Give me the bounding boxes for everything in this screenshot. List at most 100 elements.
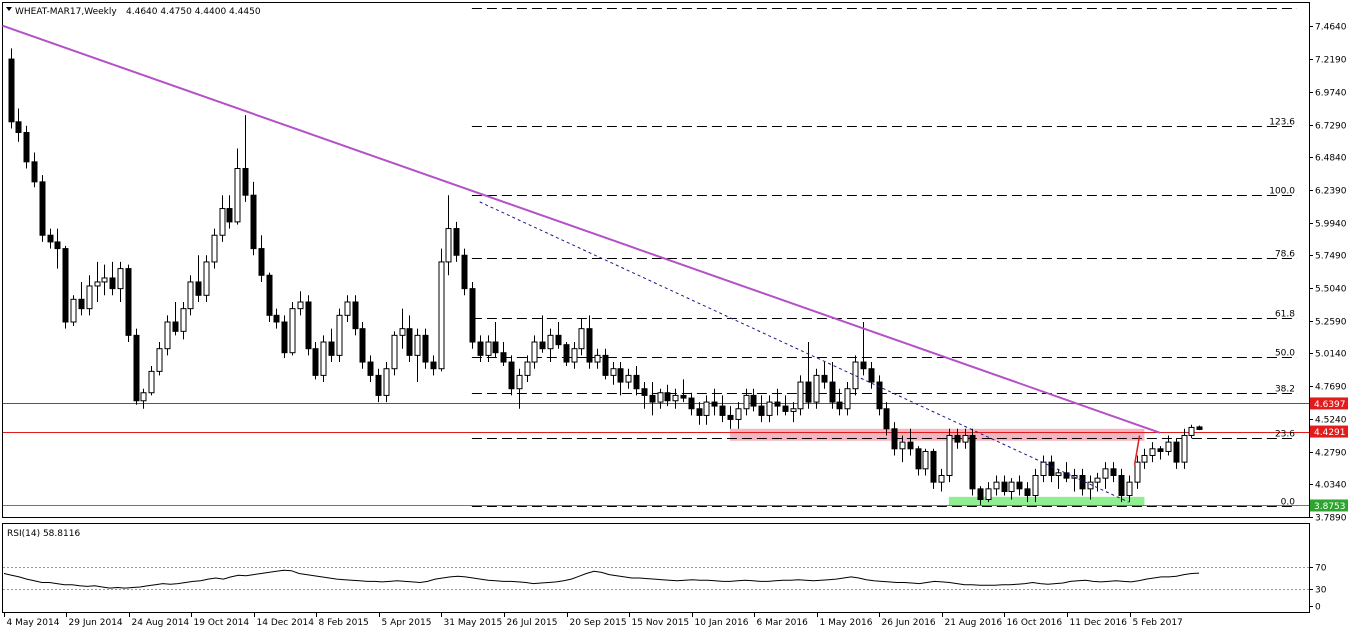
candle-body[interactable]: [297, 301, 304, 310]
candle-body[interactable]: [406, 328, 413, 356]
candle-body[interactable]: [610, 368, 617, 376]
candle-body[interactable]: [23, 131, 30, 163]
candle-body[interactable]: [797, 381, 804, 410]
candle-body[interactable]: [1173, 441, 1180, 463]
candle-body[interactable]: [750, 394, 757, 407]
candle-body[interactable]: [117, 268, 124, 290]
candle-body[interactable]: [899, 441, 906, 450]
candle-body[interactable]: [1134, 461, 1141, 483]
candle-body[interactable]: [156, 348, 163, 372]
candle-body[interactable]: [219, 208, 226, 236]
candle-body[interactable]: [602, 354, 609, 376]
candle-body[interactable]: [758, 405, 765, 416]
candle-body[interactable]: [344, 301, 351, 316]
candle-body[interactable]: [1032, 474, 1039, 497]
candle-body[interactable]: [492, 341, 499, 354]
candle-body[interactable]: [813, 374, 820, 403]
candle-body[interactable]: [258, 248, 265, 276]
candle-body[interactable]: [469, 288, 476, 343]
candle-body[interactable]: [109, 277, 116, 290]
candle-body[interactable]: [430, 361, 437, 370]
candle-body[interactable]: [907, 441, 914, 450]
candle-body[interactable]: [375, 374, 382, 396]
candle-body[interactable]: [1188, 426, 1195, 436]
candle-body[interactable]: [946, 434, 953, 476]
candle-body[interactable]: [1063, 472, 1070, 479]
candle-body[interactable]: [868, 368, 875, 383]
candle-body[interactable]: [938, 474, 945, 483]
candle-body[interactable]: [547, 334, 554, 350]
candle-body[interactable]: [969, 434, 976, 490]
candle-body[interactable]: [336, 314, 343, 356]
candle-body[interactable]: [125, 268, 132, 336]
candle-body[interactable]: [94, 281, 101, 287]
candle-body[interactable]: [993, 481, 1000, 490]
candle-body[interactable]: [485, 341, 492, 356]
candle-body[interactable]: [860, 361, 867, 370]
candle-body[interactable]: [148, 370, 155, 394]
candle-body[interactable]: [844, 388, 851, 410]
triangle-down-icon[interactable]: [6, 7, 12, 11]
candle-body[interactable]: [1110, 468, 1117, 476]
candle-body[interactable]: [711, 401, 718, 407]
candle-body[interactable]: [743, 394, 750, 410]
candle-body[interactable]: [383, 368, 390, 396]
candle-body[interactable]: [1040, 461, 1047, 476]
candle-body[interactable]: [649, 394, 656, 403]
candle-body[interactable]: [399, 328, 406, 336]
candle-body[interactable]: [1079, 474, 1086, 490]
candle-body[interactable]: [657, 392, 664, 403]
candle-body[interactable]: [140, 392, 147, 402]
candle-body[interactable]: [586, 328, 593, 363]
candle-body[interactable]: [1165, 441, 1172, 452]
candle-body[interactable]: [930, 450, 937, 483]
candle-body[interactable]: [78, 298, 85, 310]
candle-body[interactable]: [633, 374, 640, 390]
candle-body[interactable]: [578, 328, 585, 350]
candle-body[interactable]: [195, 281, 202, 296]
candle-body[interactable]: [234, 168, 241, 223]
candle-body[interactable]: [876, 381, 883, 410]
candle-body[interactable]: [1094, 477, 1101, 483]
candle-body[interactable]: [273, 314, 280, 323]
candle-body[interactable]: [539, 341, 546, 350]
candle-body[interactable]: [1196, 426, 1203, 430]
candle-body[interactable]: [226, 208, 233, 223]
candle-body[interactable]: [70, 298, 77, 323]
candle-body[interactable]: [312, 348, 319, 376]
candle-body[interactable]: [367, 361, 374, 376]
candle-body[interactable]: [289, 308, 296, 354]
candle-body[interactable]: [187, 281, 194, 310]
candle-body[interactable]: [891, 428, 898, 450]
candle-body[interactable]: [453, 228, 460, 256]
candle-body[interactable]: [735, 408, 742, 420]
candle-body[interactable]: [672, 394, 679, 402]
candle-body[interactable]: [821, 374, 828, 383]
candle-body[interactable]: [1055, 472, 1062, 476]
candle-body[interactable]: [641, 388, 648, 396]
candle-body[interactable]: [1118, 474, 1125, 497]
candle-body[interactable]: [625, 374, 632, 383]
candle-body[interactable]: [1126, 481, 1133, 497]
candle-body[interactable]: [852, 361, 859, 390]
candle-body[interactable]: [62, 248, 69, 323]
candle-body[interactable]: [516, 374, 523, 390]
candle-body[interactable]: [563, 344, 570, 363]
candle-body[interactable]: [101, 277, 108, 283]
candle-body[interactable]: [571, 348, 578, 363]
candle-body[interactable]: [438, 261, 445, 370]
candle-body[interactable]: [1008, 481, 1015, 493]
candle-body[interactable]: [1001, 481, 1008, 493]
candle-body[interactable]: [688, 397, 695, 410]
candle-body[interactable]: [266, 274, 273, 316]
candle-body[interactable]: [211, 234, 218, 263]
candle-body[interactable]: [1181, 434, 1188, 463]
candle-body[interactable]: [836, 401, 843, 410]
candle-body[interactable]: [86, 285, 93, 310]
candle-body[interactable]: [31, 161, 38, 183]
candle-body[interactable]: [359, 328, 366, 363]
candle-body[interactable]: [1149, 448, 1156, 456]
candle-body[interactable]: [782, 405, 789, 412]
candle-body[interactable]: [391, 334, 398, 370]
candle-body[interactable]: [250, 194, 257, 250]
